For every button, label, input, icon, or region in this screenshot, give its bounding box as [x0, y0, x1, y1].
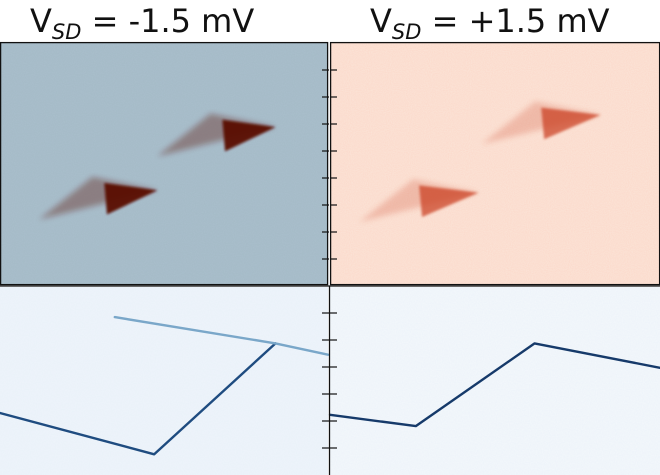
panel-bottom-right-noise [330, 287, 660, 475]
panel-bottom-left-noise [0, 287, 328, 475]
title-left-base: V [30, 2, 52, 40]
title-left-rest: = -1.5 mV [81, 2, 255, 40]
axis-ticks [322, 69, 337, 449]
branch-line [328, 342, 660, 428]
panel-top-left-noise [0, 42, 328, 285]
lower-branch-line [0, 342, 277, 456]
upper-triangle-core [222, 119, 276, 152]
title-left: VSD = -1.5 mV [30, 0, 255, 44]
panel-top-left-features [39, 113, 276, 220]
title-right-base: V [370, 2, 392, 40]
panel-bottom-left-lines [0, 315, 330, 456]
lower-triangle-core [104, 182, 158, 215]
title-right-sub: SD [391, 20, 422, 44]
title-right: VSD = +1.5 mV [370, 0, 610, 44]
title-left-sub: SD [51, 20, 82, 44]
panel-bottom-left [0, 287, 330, 475]
panel-top-right-noise [330, 42, 660, 285]
frame-top-left [0, 41, 329, 286]
panel-bottom-right [328, 287, 660, 475]
upper-triangle-core [541, 107, 601, 140]
title-right-rest: = +1.5 mV [421, 2, 610, 40]
upper-branch-line [113, 315, 330, 356]
panel-top-right-features [359, 101, 601, 222]
lower-triangle-core [419, 185, 479, 217]
panel-top-left [0, 42, 328, 285]
panel-top-right [330, 42, 660, 285]
panel-bottom-right-lines [328, 342, 660, 428]
